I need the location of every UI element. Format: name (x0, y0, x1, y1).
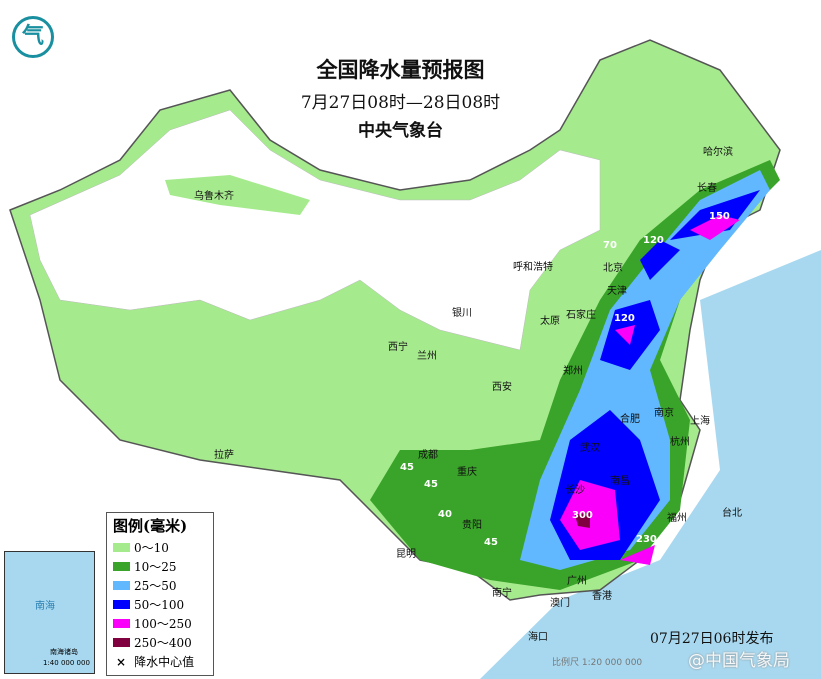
legend: 图例(毫米) 0～10 10～25 25～50 50～100 100～250 2… (106, 512, 214, 676)
city-label: 哈尔滨 (703, 147, 733, 158)
city-label: 海口 (528, 632, 548, 643)
map-scale: 比例尺 1:20 000 000 (552, 658, 643, 668)
precip-center: 120 (643, 235, 664, 246)
city-label: 上海 (690, 416, 710, 427)
city-label: 合肥 (620, 414, 640, 425)
legend-item: 0～10 (113, 538, 213, 557)
legend-item: 10～25 (113, 557, 213, 576)
south-china-sea-inset: 南海 南海诸岛 1:40 000 000 (4, 551, 95, 674)
city-label: 南宁 (492, 588, 512, 599)
precip-center: 120 (614, 313, 635, 324)
city-label: 北京 (603, 263, 623, 274)
issued-time: 07月27日06时发布 (650, 631, 774, 647)
cross-icon: × (116, 654, 127, 669)
precip-center: 230 (636, 534, 657, 545)
precip-center: 300 (572, 510, 593, 521)
city-label: 太原 (540, 316, 560, 327)
precip-center: 45 (400, 462, 414, 473)
city-label: 西安 (492, 382, 512, 393)
city-label: 天津 (607, 286, 627, 297)
inset-sea-label: 南海 (35, 601, 55, 612)
precip-center: 150 (709, 211, 730, 222)
band-50-100 (550, 190, 760, 560)
city-label: 香港 (592, 591, 612, 602)
legend-item: × 降水中心值 (116, 654, 195, 670)
precip-center: 70 (603, 240, 617, 251)
forecast-period: 7月27日08时—28日08时 (300, 93, 501, 113)
sea (480, 250, 821, 679)
legend-item: 50～100 (113, 595, 213, 614)
city-label: 银川 (452, 308, 472, 319)
city-label: 贵阳 (462, 520, 482, 531)
precip-center: 45 (424, 479, 438, 490)
city-label: 武汉 (580, 443, 600, 454)
city-label: 澳门 (550, 598, 570, 609)
green-patch-xinjiang (165, 175, 310, 215)
watermark: @中国气象局 (688, 651, 790, 671)
city-label: 长沙 (565, 485, 585, 496)
city-label: 兰州 (417, 351, 437, 362)
city-label: 西宁 (388, 342, 408, 353)
city-label: 郑州 (563, 366, 583, 377)
city-label: 成都 (418, 450, 438, 461)
city-label: 杭州 (670, 437, 690, 448)
precip-center: 40 (438, 509, 452, 520)
city-label: 乌鲁木齐 (194, 191, 234, 202)
map-title: 全国降水量预报图 (316, 58, 485, 82)
precip-center: 45 (484, 537, 498, 548)
city-label: 昆明 (396, 549, 416, 560)
city-label: 拉萨 (214, 450, 234, 461)
band-250-400 (575, 512, 590, 528)
city-label: 长春 (697, 183, 717, 194)
issuer: 中央气象台 (358, 121, 443, 141)
inset-scale: 1:40 000 000 (43, 659, 90, 667)
city-label: 广州 (567, 576, 587, 587)
legend-item: 100～250 (113, 614, 213, 633)
legend-item: 25～50 (113, 576, 213, 595)
city-label: 台北 (722, 508, 742, 519)
band-100-250 (560, 215, 740, 565)
city-label: 南昌 (610, 476, 630, 487)
city-label: 南京 (654, 408, 674, 419)
inset-islands-label: 南海诸岛 (50, 648, 78, 656)
dry-west (29, 109, 601, 351)
legend-title: 图例(毫米) (113, 517, 188, 535)
city-label: 福州 (667, 513, 687, 524)
cma-logo: 气 (12, 16, 54, 58)
city-label: 重庆 (457, 467, 477, 478)
city-label: 石家庄 (566, 310, 596, 321)
legend-item: 250～400 (113, 633, 213, 652)
city-label: 呼和浩特 (513, 262, 553, 273)
